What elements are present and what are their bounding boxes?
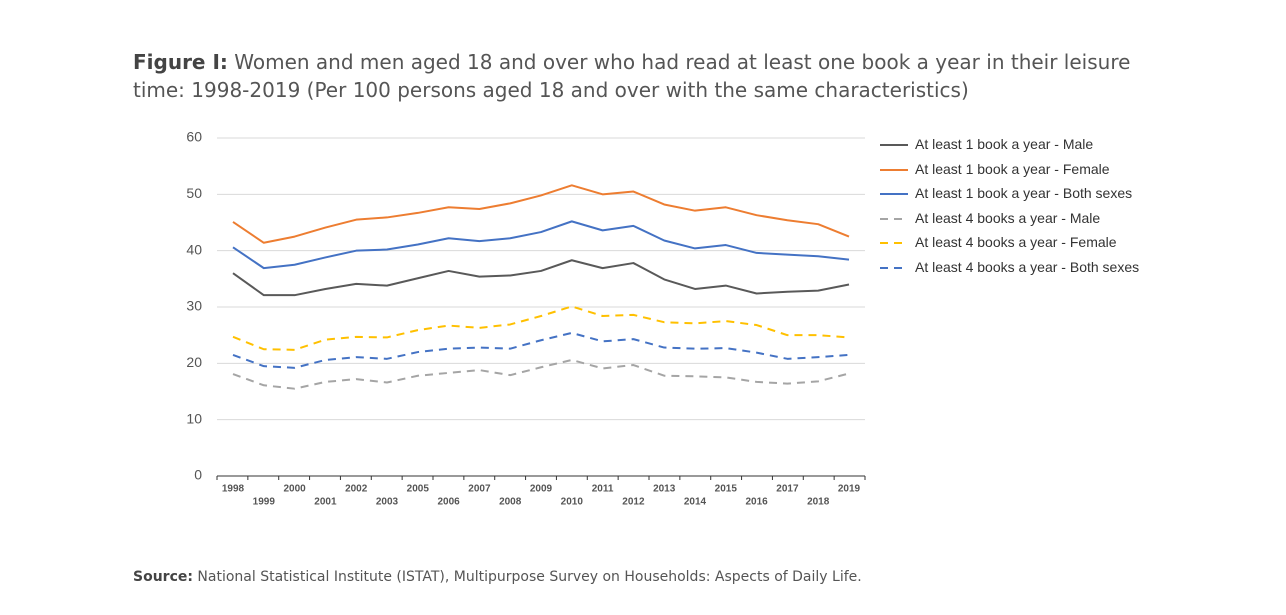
source-label: Source: [133,569,193,585]
x-tick-label: 1999 [253,497,276,508]
x-tick-label: 2009 [530,484,553,495]
source-text: National Statistical Institute (ISTAT), … [197,569,862,585]
legend-swatch [880,242,908,244]
legend-label: At least 1 book a year - Both sexes [915,185,1133,201]
series-line [232,220,850,270]
title-label: Figure I: [133,50,228,74]
series-line [232,305,850,351]
y-tick-label: 30 [186,298,202,314]
legend-swatch [880,193,908,195]
y-tick-label: 60 [186,129,202,145]
legend-label: At least 1 book a year - Male [915,136,1094,152]
x-tick-label: 2000 [283,484,306,495]
x-tick-label: 2014 [684,497,707,508]
x-tick-label: 2010 [561,497,584,508]
x-tick-label: 2017 [776,484,799,495]
legend-item: At least 1 book a year - Female [880,160,1147,179]
series-line [232,184,850,244]
x-tick-label: 2011 [592,484,614,495]
legend-label: At least 4 books a year - Male [915,209,1101,226]
legend-item: At least 4 books a year - Male [880,209,1147,228]
legend-label: At least 4 books a year - Female [915,234,1117,250]
chart-title: Figure I: Women and men aged 18 and over… [133,48,1183,104]
legend: At least 1 book a year - Male At least 1 … [880,135,1155,282]
legend-swatch [880,144,908,146]
x-tick-label: 2018 [807,497,830,508]
legend-item: At least 4 books a year - Both sexes [880,258,1147,277]
legend-swatch [880,217,908,220]
y-tick-label: 50 [186,185,202,201]
y-tick-label: 20 [186,354,202,370]
series-line [232,358,850,390]
series-line [232,331,850,369]
legend-item: At least 1 book a year - Both sexes [880,184,1147,203]
legend-label: At least 4 books a year - Both sexes [915,258,1140,275]
series-line [232,259,850,297]
x-tick-label: 2006 [437,497,460,508]
x-tick-label: 2019 [838,484,861,495]
x-tick-label: 1998 [222,484,245,495]
title-text: Women and men aged 18 and over who had r… [133,50,1131,102]
x-tick-label: 2013 [653,484,676,495]
legend-item: At least 1 book a year - Male [880,135,1147,154]
x-tick-label: 2001 [314,497,337,508]
source: Source: National Statistical Institute (… [133,569,862,585]
x-tick-label: 2016 [745,497,768,508]
x-tick-label: 2003 [376,497,399,508]
x-tick-label: 2002 [345,484,368,495]
x-tick-label: 2007 [468,484,491,495]
x-tick-label: 2015 [715,484,738,495]
legend-item: At least 4 books a year - Female [880,233,1147,252]
x-tick-label: 2005 [407,484,430,495]
x-tick-label: 2012 [622,497,645,508]
y-tick-label: 40 [186,241,202,257]
legend-swatch [880,266,908,269]
legend-swatch [880,168,908,171]
x-tick-label: 2008 [499,497,522,508]
y-tick-label: 0 [194,467,202,483]
legend-label: At least 1 book a year - Female [915,160,1110,177]
y-tick-label: 10 [186,410,202,426]
